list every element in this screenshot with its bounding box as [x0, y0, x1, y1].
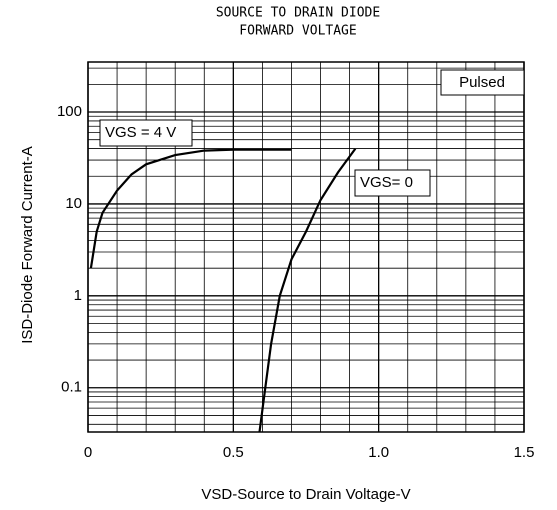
series-label-box	[354, 169, 431, 197]
line	[89, 148, 292, 269]
y-tick-label: 100	[57, 103, 82, 120]
x-tick-label: 0	[84, 444, 92, 461]
y-axis-label: ISD-Diode Forward Current-A	[19, 146, 36, 344]
line	[258, 147, 357, 433]
x-axis-label: VSD-Source to Drain Voltage-V	[201, 486, 410, 503]
annotation: Pulsed	[459, 74, 505, 91]
series-label: VGS = 4 V	[105, 124, 176, 141]
y-tick-label: 0.1	[61, 379, 82, 396]
y-tick-label: 1	[74, 287, 82, 304]
series-label-box	[99, 119, 193, 147]
plot-frame	[87, 61, 525, 433]
x-tick-label: 1.5	[514, 444, 535, 461]
chart-title: FORWARD VOLTAGE	[239, 24, 356, 39]
y-tick-label: 10	[65, 195, 82, 212]
x-tick-label: 0.5	[223, 444, 244, 461]
chart-title: SOURCE TO DRAIN DIODE	[216, 6, 380, 21]
x-tick-label: 1.0	[368, 444, 389, 461]
series-label: VGS= 0	[360, 174, 413, 191]
annotation-box	[440, 69, 525, 96]
